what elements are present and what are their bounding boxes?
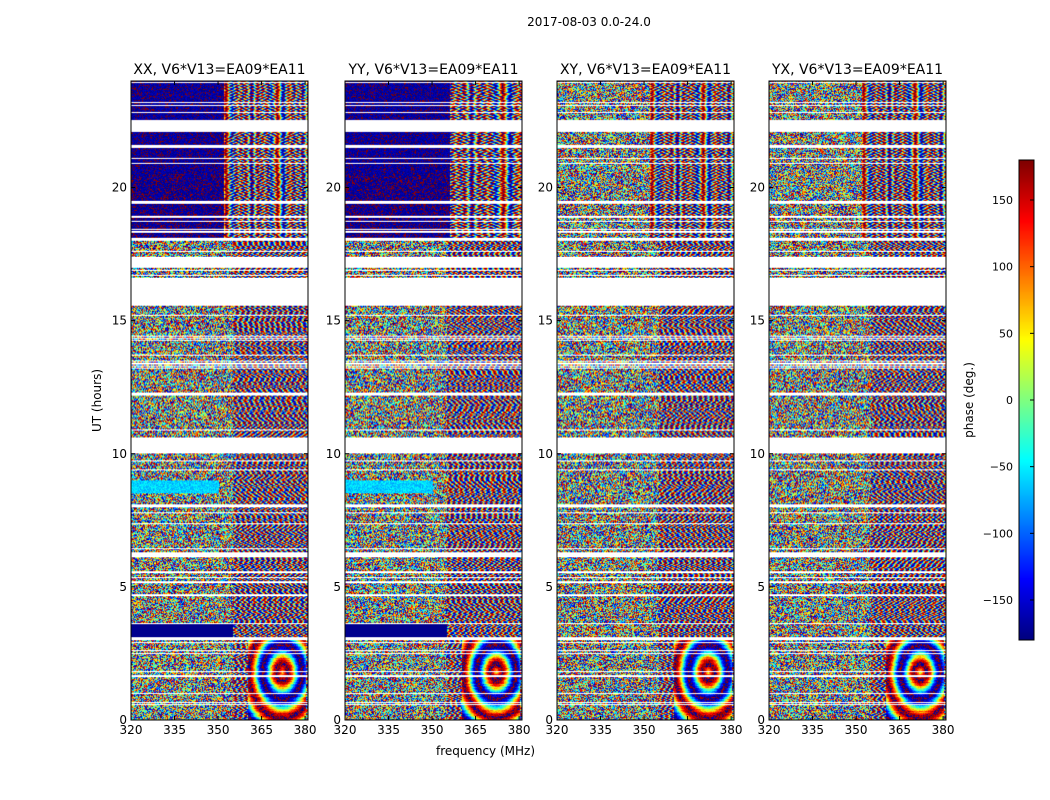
colorbar-tick-label: 0 — [1006, 394, 1013, 407]
colorbar-tick-label: 100 — [992, 261, 1013, 274]
y-tick-label: 15 — [750, 314, 765, 328]
x-tick-label: 350 — [421, 723, 444, 737]
axes-frame — [556, 80, 735, 721]
axes-frame — [130, 80, 309, 721]
phase-heatmap-image — [345, 81, 522, 720]
panel-yy: YY, V6*V13=EA09*EA11 320 335 350 365 380 0 5 10 1… — [326, 62, 535, 758]
y-tick-label: 20 — [112, 181, 127, 195]
y-tick-label: 5 — [333, 580, 341, 594]
x-tick-label: 380 — [932, 723, 955, 737]
y-tick-label: 5 — [757, 580, 765, 594]
x-tick-label: 350 — [207, 723, 230, 737]
x-tick-label: 380 — [294, 723, 317, 737]
x-tick-label: 350 — [633, 723, 656, 737]
x-tick-label: 335 — [589, 723, 612, 737]
panel-title: XX, V6*V13=EA09*EA11 — [133, 62, 305, 78]
y-tick-label: 20 — [538, 181, 553, 195]
x-tick-label: 380 — [508, 723, 531, 737]
colorbar-gradient — [1019, 160, 1034, 640]
colorbar-label: phase (deg.) — [962, 362, 976, 438]
axes-frame — [768, 80, 947, 721]
y-tick-label: 0 — [119, 713, 127, 727]
y-tick-label: 10 — [538, 447, 553, 461]
y-tick-label: 0 — [545, 713, 553, 727]
y-tick-label: 20 — [326, 181, 341, 195]
colorbar-tick-label: −150 — [983, 594, 1013, 607]
panel-title: YX, V6*V13=EA09*EA11 — [771, 62, 943, 78]
y-tick-label: 15 — [326, 314, 341, 328]
panel-yx: YX, V6*V13=EA09*EA11 320 335 350 365 380 0 5 10 1… — [750, 62, 955, 737]
y-tick-label: 10 — [750, 447, 765, 461]
x-tick-label: 320 — [334, 723, 357, 737]
colorbar-tick-label: −100 — [983, 527, 1013, 540]
x-tick-label: 335 — [801, 723, 824, 737]
phase-heatmap-image — [131, 81, 308, 720]
x-tick-label: 320 — [546, 723, 569, 737]
x-tick-label: 365 — [464, 723, 487, 737]
phase-heatmap-image — [769, 81, 946, 720]
axes-frame — [344, 80, 523, 721]
y-tick-label: 20 — [750, 181, 765, 195]
panel-xy: XY, V6*V13=EA09*EA11 320 335 350 365 380 0 5 10 1… — [538, 62, 743, 737]
x-tick-label: 365 — [888, 723, 911, 737]
figure-suptitle: 2017-08-03 0.0-24.0 — [527, 15, 651, 29]
y-tick-label: 10 — [112, 447, 127, 461]
phase-heatmap-image — [557, 81, 734, 720]
y-tick-label: 10 — [326, 447, 341, 461]
panel-title: YY, V6*V13=EA09*EA11 — [347, 62, 518, 78]
y-tick-label: 5 — [119, 580, 127, 594]
x-tick-label: 335 — [377, 723, 400, 737]
x-tick-label: 335 — [163, 723, 186, 737]
colorbar-tick-label: −50 — [990, 461, 1013, 474]
colorbar-tick-label: 150 — [992, 194, 1013, 207]
x-tick-label: 380 — [720, 723, 743, 737]
y-axis-label: UT (hours) — [90, 369, 104, 432]
x-tick-label: 365 — [250, 723, 273, 737]
y-tick-label: 15 — [538, 314, 553, 328]
x-tick-label: 365 — [676, 723, 699, 737]
y-tick-label: 0 — [757, 713, 765, 727]
y-tick-label: 0 — [333, 713, 341, 727]
x-tick-label: 320 — [758, 723, 781, 737]
y-tick-label: 5 — [545, 580, 553, 594]
panel-xx: XX, V6*V13=EA09*EA11 320 335 350 365 380 0 5 10 1… — [90, 62, 317, 737]
y-tick-label: 15 — [112, 314, 127, 328]
colorbar: −150 −100 −50 0 50 100 150 phase (deg.) — [962, 159, 1035, 641]
panel-title: XY, V6*V13=EA09*EA11 — [560, 62, 731, 78]
x-tick-label: 350 — [845, 723, 868, 737]
colorbar-tick-label: 50 — [999, 327, 1013, 340]
x-axis-label: frequency (MHz) — [436, 744, 535, 758]
x-tick-label: 320 — [120, 723, 143, 737]
